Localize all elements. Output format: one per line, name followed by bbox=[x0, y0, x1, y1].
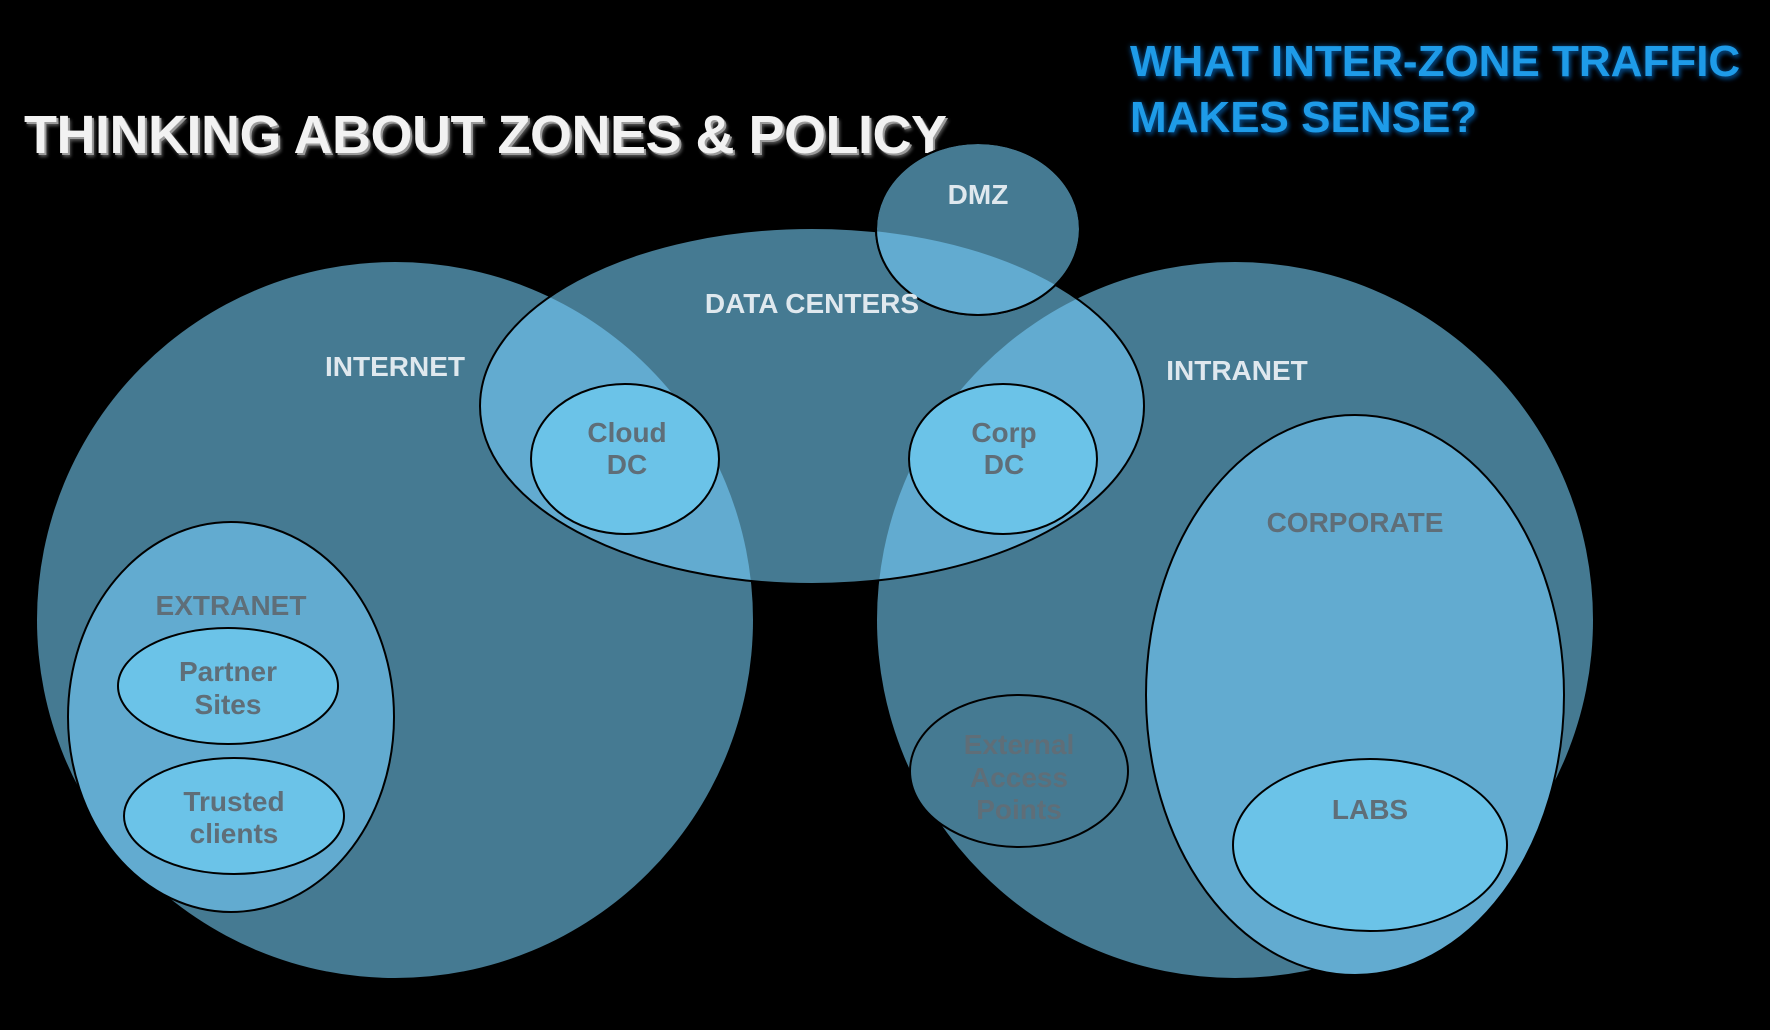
cloud-dc-label-line2: DC bbox=[607, 449, 647, 480]
partner-sites-label-line1: Partner bbox=[179, 656, 277, 687]
partner-sites-label-line2: Sites bbox=[195, 689, 262, 720]
trusted-clients-zone bbox=[123, 757, 345, 875]
data-centers-outline bbox=[479, 227, 1145, 585]
external-access-points-label-line1: External bbox=[964, 729, 1075, 760]
question-heading: WHAT INTER-ZONE TRAFFIC MAKES SENSE? bbox=[1130, 34, 1740, 146]
labs-zone bbox=[1232, 758, 1508, 932]
dmz-label: DMZ bbox=[948, 179, 1009, 210]
corp-dc-label-line1: Corp bbox=[971, 417, 1036, 448]
labs-label: LABS bbox=[1332, 794, 1408, 825]
external-access-points-zone bbox=[909, 694, 1129, 848]
cloud-dc-zone bbox=[530, 383, 720, 535]
corporate-label: CORPORATE bbox=[1267, 507, 1444, 538]
partner-sites-zone bbox=[117, 627, 339, 745]
external-access-points-label-line2: Access bbox=[970, 762, 1068, 793]
data-centers-label: DATA CENTERS bbox=[705, 288, 919, 319]
cloud-dc-label-line1: Cloud bbox=[587, 417, 666, 448]
corp-dc-label-line2: DC bbox=[984, 449, 1024, 480]
external-access-points-label-line3: Points bbox=[976, 794, 1062, 825]
intranet-label: INTRANET bbox=[1166, 355, 1308, 386]
extranet-label: EXTRANET bbox=[156, 590, 307, 621]
trusted-clients-label-line1: Trusted bbox=[183, 786, 284, 817]
question-line-1: WHAT INTER-ZONE TRAFFIC bbox=[1130, 37, 1741, 86]
internet-label: INTERNET bbox=[325, 351, 465, 382]
corp-dc-zone bbox=[908, 383, 1098, 535]
slide-title: THINKING ABOUT ZONES & POLICY bbox=[24, 105, 947, 165]
question-line-2: MAKES SENSE? bbox=[1130, 93, 1478, 142]
trusted-clients-label-line2: clients bbox=[190, 818, 279, 849]
dmz-outline bbox=[875, 142, 1081, 316]
